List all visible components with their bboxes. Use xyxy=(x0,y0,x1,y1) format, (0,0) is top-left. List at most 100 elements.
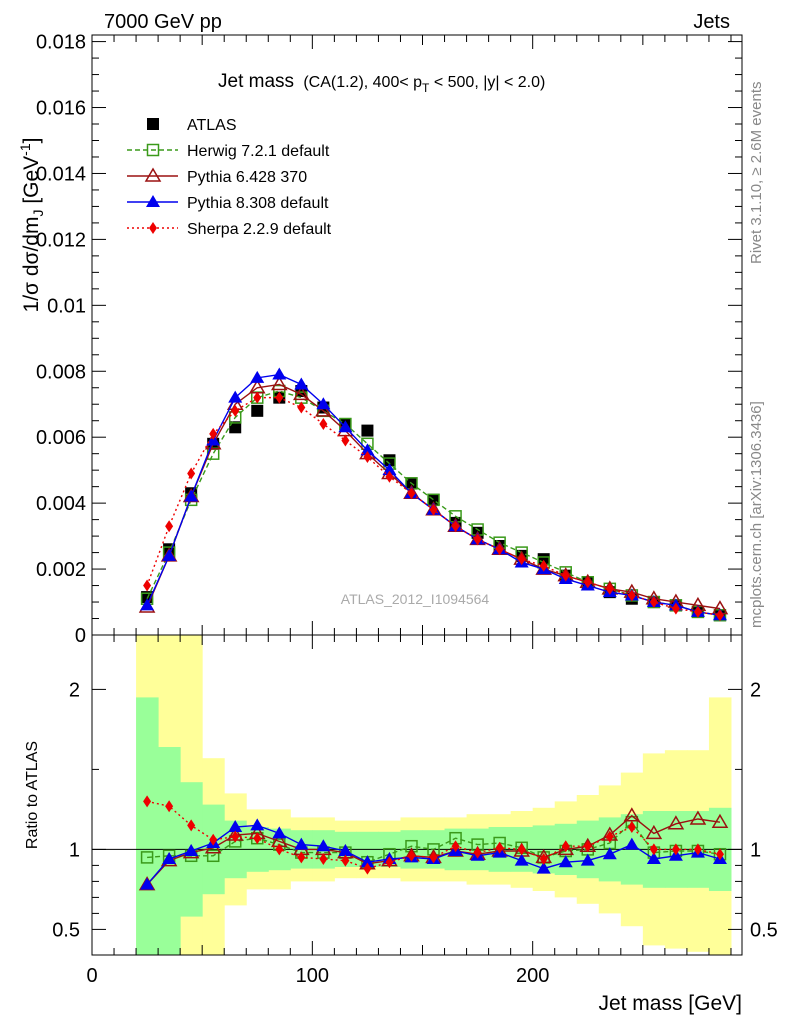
main-y-tick-label: 0.01 xyxy=(47,295,86,317)
ratio-y-tick-label-right: 0.5 xyxy=(750,919,778,941)
main-point-sherpa xyxy=(363,450,372,463)
main-point-sherpa xyxy=(407,487,416,500)
legend-marker-pythia6 xyxy=(144,167,162,182)
ratio-point-pythia8 xyxy=(294,837,309,850)
ratio-point-sherpa xyxy=(143,795,152,808)
ratio-point-pythia8 xyxy=(250,818,265,831)
ratio-y-tick-label: 0.5 xyxy=(52,919,80,941)
main-point-sherpa xyxy=(143,579,152,592)
legend-entry-sherpa: Sherpa 2.2.9 default xyxy=(127,221,332,238)
ratio-point-sherpa xyxy=(451,840,460,853)
legend-label-sherpa: Sherpa 2.2.9 default xyxy=(187,221,332,238)
ratio-point-sherpa xyxy=(187,819,196,832)
ratio-point-pythia8 xyxy=(536,861,551,874)
main-point-sherpa xyxy=(275,391,284,404)
analysis-watermark: ATLAS_2012_I1094564 xyxy=(341,591,490,607)
main-point-sherpa xyxy=(495,543,504,556)
legend-marker-atlas xyxy=(147,118,159,130)
ratio-series-sherpa xyxy=(143,795,724,875)
main-point-pythia8 xyxy=(316,397,331,410)
main-y-tick-label: 0 xyxy=(75,625,86,647)
main-y-tick-label: 0.006 xyxy=(36,427,86,449)
ratio-point-sherpa xyxy=(253,832,262,845)
main-point-pythia8 xyxy=(250,370,265,383)
ratio-point-sherpa xyxy=(693,843,702,856)
ratio-point-sherpa xyxy=(561,840,570,853)
legend-marker-pythia8 xyxy=(146,195,160,207)
main-point-atlas xyxy=(537,553,550,566)
ratio-y-tick-label: 1 xyxy=(69,839,80,861)
main-point-pythia8 xyxy=(338,420,353,433)
ratio-point-pythia6 xyxy=(557,840,575,856)
rivet-label: Rivet 3.1.10, ≥ 2.6M events xyxy=(748,82,765,265)
main-point-sherpa xyxy=(583,576,592,589)
legend-marker-herwig xyxy=(146,143,160,157)
ratio-y-tick-label-right: 2 xyxy=(750,679,761,701)
ratio-point-pythia8 xyxy=(602,847,617,860)
ratio-point-pythia8 xyxy=(338,844,353,856)
legend-entry-pythia8: Pythia 8.308 default xyxy=(127,195,329,212)
main-y-tick-label: 0.018 xyxy=(36,32,86,54)
ratio-point-sherpa xyxy=(165,800,174,813)
ratio-point-sherpa xyxy=(671,843,680,856)
main-point-sherpa xyxy=(297,401,306,414)
main-point-sherpa xyxy=(605,582,614,595)
main-point-sherpa xyxy=(649,596,658,609)
ratio-point-pythia8 xyxy=(272,826,287,839)
main-point-sherpa xyxy=(561,569,570,582)
ratio-point-sherpa xyxy=(429,851,438,864)
x-axis-label: Jet mass [GeV] xyxy=(598,992,742,1015)
ratio-point-sherpa xyxy=(407,849,416,862)
main-point-sherpa xyxy=(517,553,526,566)
main-point-sherpa xyxy=(627,589,636,602)
main-point-sherpa xyxy=(429,503,438,516)
ratio-point-sherpa xyxy=(341,854,350,867)
legend-label-pythia6: Pythia 6.428 370 xyxy=(187,169,307,186)
main-point-sherpa xyxy=(165,520,174,533)
x-tick-label: 200 xyxy=(516,965,549,987)
plot-title-subscript: T xyxy=(422,81,430,95)
legend-marker-sherpa xyxy=(149,222,157,234)
legend-entry-atlas: ATLAS xyxy=(147,117,237,134)
legend-label-herwig: Herwig 7.2.1 default xyxy=(187,143,330,160)
ratio-point-sherpa xyxy=(715,848,724,861)
main-y-tick-label: 0.012 xyxy=(36,229,86,251)
main-point-sherpa xyxy=(187,467,196,480)
ratio-panel-frame xyxy=(91,634,743,956)
main-point-sherpa xyxy=(451,520,460,533)
ratio-point-pythia8 xyxy=(360,855,375,868)
ratio-point-sherpa xyxy=(649,843,658,856)
main-panel-background xyxy=(92,35,742,635)
legend: ATLAS Herwig 7.2.1 default Pythia 6.428 37… xyxy=(127,117,332,238)
main-point-pythia8 xyxy=(140,598,155,611)
ratio-point-herwig xyxy=(206,849,220,863)
plot-title-detail: (CA(1.2), 400< p xyxy=(303,74,422,91)
main-point-sherpa xyxy=(539,559,548,572)
main-point-pythia6 xyxy=(293,385,310,401)
main-panel: 0 0.002 0.004 0.006 0.008 0.01 0.012 0.014 0.016… xyxy=(36,32,743,647)
main-point-sherpa xyxy=(385,470,394,483)
main-point-sherpa xyxy=(319,418,328,431)
main-point-pythia8 xyxy=(294,377,309,390)
main-point-sherpa xyxy=(253,391,262,404)
ratio-point-sherpa xyxy=(583,840,592,853)
ratio-point-sherpa xyxy=(473,846,482,859)
main-point-pythia8 xyxy=(184,489,199,502)
legend-entry-pythia6: Pythia 6.428 370 xyxy=(127,167,307,186)
header-right: Jets xyxy=(693,11,730,33)
ratio-point-pythia8 xyxy=(184,844,199,856)
ratio-band-inner xyxy=(136,697,159,955)
main-y-tick-label: 0.014 xyxy=(36,163,86,185)
main-y-tick-label: 0.008 xyxy=(36,361,86,383)
ratio-panel: 0.5 0.5 1 1 2 2 0 100 200 xyxy=(52,634,778,987)
main-y-tick-label: 0.016 xyxy=(36,98,86,120)
ratio-point-pythia8 xyxy=(580,853,595,866)
plot-title: Jet mass (CA(1.2), 400< pT < 500, |y| < … xyxy=(218,71,545,95)
main-y-tick-label: 0.004 xyxy=(36,493,86,515)
main-point-pythia6 xyxy=(315,402,332,417)
ratio-point-pythia8 xyxy=(514,853,529,866)
plot-title-detail-end: < 500, |y| < 2.0) xyxy=(429,74,545,91)
ratio-point-sherpa xyxy=(495,841,504,854)
main-point-atlas xyxy=(361,424,374,437)
